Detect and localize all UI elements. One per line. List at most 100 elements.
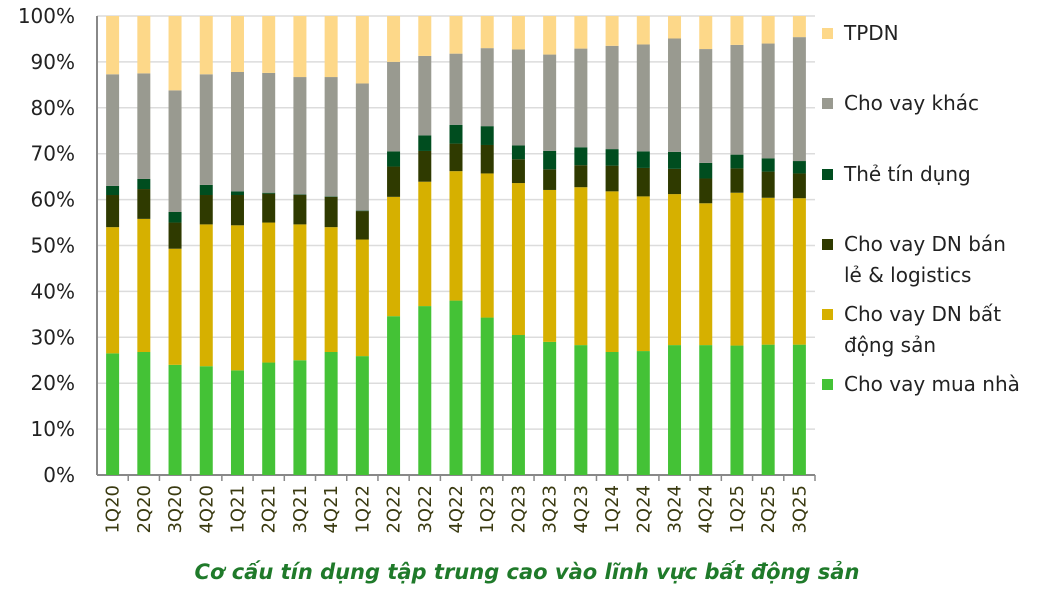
- bar-segment: [262, 72, 276, 193]
- bar-segment: [511, 183, 525, 336]
- bar-segment: [293, 360, 307, 475]
- bar-segment: [324, 196, 338, 228]
- bar-segment: [387, 316, 401, 475]
- bar-segment: [106, 353, 120, 475]
- bar-segment: [449, 300, 463, 475]
- bar-segment: [168, 90, 182, 212]
- bar-segment: [137, 178, 151, 190]
- legend-label: TPDN: [844, 21, 899, 45]
- bar-segment: [230, 71, 244, 192]
- y-tick-label: 90%: [31, 50, 75, 74]
- bar-segment: [730, 168, 744, 193]
- bar-segment: [106, 74, 120, 186]
- bar-segment: [387, 166, 401, 197]
- bar-segment: [262, 193, 276, 223]
- y-tick-label: 60%: [31, 188, 75, 212]
- bar-segment: [106, 16, 120, 75]
- legend-swatch: [822, 239, 833, 250]
- bar-segment: [168, 364, 182, 475]
- y-tick-label: 100%: [18, 4, 75, 28]
- legend-swatch: [822, 28, 833, 39]
- bar-segment: [511, 49, 525, 146]
- legend-item-cho-vay-khac: Cho vay khác: [822, 88, 979, 119]
- bar-segment: [730, 16, 744, 45]
- legend-item-cho-vay-dn-ban-le: Cho vay DN bán lẻ & logistics: [822, 229, 1022, 291]
- x-tick-label: 4Q21: [321, 485, 342, 534]
- bar-segment: [699, 16, 713, 50]
- bar-segment: [605, 191, 619, 352]
- x-tick-label: 1Q24: [602, 485, 623, 534]
- bar-segment: [387, 16, 401, 62]
- bar-segment: [480, 173, 494, 318]
- bar-segment: [511, 145, 525, 160]
- bar-segment: [543, 54, 557, 151]
- bar-segment: [355, 211, 369, 240]
- bar-segment: [324, 77, 338, 197]
- bar-segment: [761, 171, 775, 198]
- x-tick-label: 2Q22: [384, 485, 405, 534]
- bar-segment: [792, 173, 806, 199]
- x-tick-label: 1Q23: [477, 485, 498, 534]
- legend-label: Cho vay DN bất động sản: [844, 302, 1002, 357]
- legend-label: Cho vay DN bán lẻ & logistics: [844, 232, 1006, 287]
- bar-segment: [199, 74, 213, 185]
- x-tick-label: 2Q20: [134, 485, 155, 534]
- bar-segment: [199, 224, 213, 367]
- bar-segment: [418, 306, 432, 475]
- bar-segment: [511, 16, 525, 50]
- bar-segment: [230, 16, 244, 72]
- y-tick-label: 50%: [31, 234, 75, 258]
- y-tick-label: 80%: [31, 96, 75, 120]
- bar-segment: [230, 191, 244, 196]
- bar-segment: [480, 126, 494, 145]
- legend-label: Cho vay mua nhà: [844, 372, 1020, 396]
- bar-segment: [574, 187, 588, 346]
- bar-segment: [636, 44, 650, 152]
- bar-segment: [355, 16, 369, 84]
- bar-segment: [605, 45, 619, 150]
- bar-segment: [418, 55, 432, 136]
- bar-segment: [199, 16, 213, 75]
- bar-segment: [480, 48, 494, 127]
- bar-segment: [449, 53, 463, 125]
- bar-segment: [199, 195, 213, 225]
- bar-segment: [511, 335, 525, 475]
- bar-segment: [636, 351, 650, 475]
- bar-segment: [480, 16, 494, 49]
- bar-segment: [699, 203, 713, 346]
- bar-segment: [199, 366, 213, 475]
- bar-segment: [355, 356, 369, 475]
- bar-segment: [574, 147, 588, 166]
- bar-segment: [792, 161, 806, 174]
- bar-segment: [699, 162, 713, 179]
- x-tick-label: 4Q23: [571, 485, 592, 534]
- bar-segment: [449, 124, 463, 144]
- legend-item-tpdn: TPDN: [822, 18, 899, 49]
- bar-segment: [387, 61, 401, 152]
- x-tick-label: 2Q24: [633, 485, 654, 534]
- bar-segment: [324, 227, 338, 352]
- bar-segment: [730, 44, 744, 155]
- legend-label: Thẻ tín dụng: [844, 162, 971, 186]
- bar-segment: [449, 171, 463, 301]
- x-tick-label: 3Q21: [290, 485, 311, 534]
- bar-segment: [418, 150, 432, 182]
- bar-segment: [293, 77, 307, 195]
- bar-segment: [792, 198, 806, 345]
- y-tick-label: 0%: [43, 463, 75, 487]
- x-tick-label: 3Q23: [540, 485, 561, 534]
- legend-swatch: [822, 98, 833, 109]
- bar-segment: [792, 37, 806, 162]
- y-tick-label: 70%: [31, 142, 75, 166]
- bar-segment: [792, 16, 806, 38]
- bar-segment: [355, 83, 369, 211]
- legend-item-cho-vay-dn-bds: Cho vay DN bất động sản: [822, 299, 1022, 361]
- bar-segment: [293, 16, 307, 78]
- bar-segment: [168, 222, 182, 249]
- bar-segment: [605, 149, 619, 166]
- x-tick-label: 2Q25: [758, 485, 779, 534]
- bar-segment: [699, 178, 713, 204]
- bar-segment: [636, 167, 650, 197]
- y-tick-label: 30%: [31, 325, 75, 349]
- bar-segment: [730, 345, 744, 475]
